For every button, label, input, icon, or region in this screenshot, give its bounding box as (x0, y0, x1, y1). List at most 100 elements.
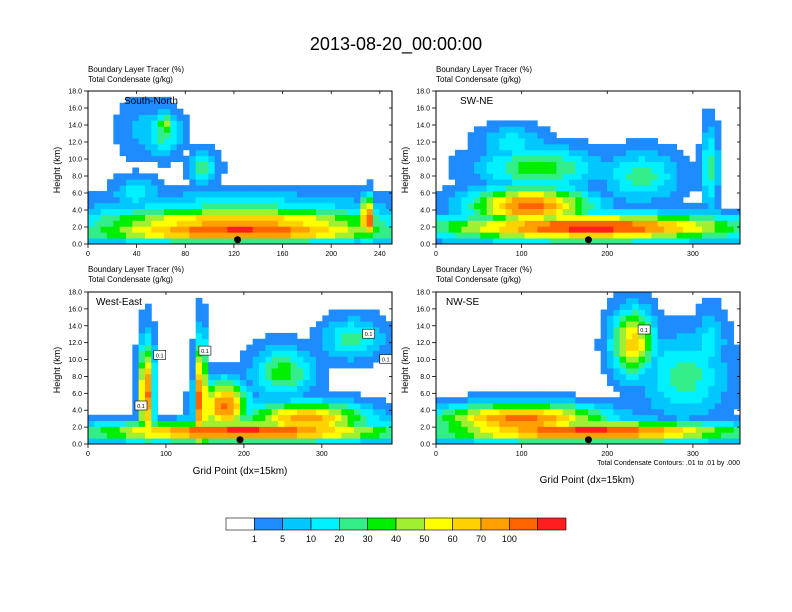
heatmap-cell (575, 438, 583, 445)
heatmap-cell (442, 408, 450, 416)
heatmap-cell (126, 108, 133, 115)
heatmap-cell (100, 432, 108, 439)
heatmap-cell (138, 432, 146, 439)
heatmap-cell (442, 185, 450, 192)
heatmap-cell (290, 368, 298, 375)
heatmap-cell (94, 214, 102, 221)
heatmap-cell (607, 220, 614, 227)
heatmap-cell (145, 220, 152, 227)
heatmap-cell (613, 379, 621, 386)
heatmap-cell (524, 126, 532, 133)
heatmap-cell (581, 438, 589, 445)
heatmap-cell (132, 191, 140, 198)
heatmap-cell (543, 403, 551, 410)
heatmap-cell (461, 232, 469, 239)
heatmap-cell (189, 391, 197, 398)
heatmap-cell (645, 226, 652, 233)
heatmap-cell (354, 391, 361, 398)
heatmap-cell (354, 232, 361, 239)
heatmap-cell (676, 149, 684, 157)
heatmap-cell (607, 185, 614, 192)
heatmap-cell (708, 379, 716, 386)
heatmap-cell (145, 96, 152, 104)
heatmap-cell (259, 397, 266, 404)
heatmap-cell (499, 143, 507, 151)
heatmap-cell (645, 173, 652, 180)
heatmap-cell (202, 426, 209, 433)
heatmap-cell (569, 149, 576, 157)
heatmap-cell (151, 173, 159, 180)
heatmap-cell (664, 379, 671, 386)
heatmap-cell (632, 432, 640, 439)
heatmap-cell (448, 426, 456, 433)
heatmap-cell (689, 208, 697, 215)
heatmap-cell (632, 379, 640, 386)
heatmap-cell (284, 397, 292, 404)
heatmap-cell (461, 403, 469, 410)
heatmap-cell (246, 432, 254, 439)
heatmap-cell (132, 220, 140, 227)
heatmap-cell (278, 350, 285, 357)
heatmap-cell (613, 179, 621, 186)
heatmap-cell (208, 191, 216, 198)
heatmap-cell (271, 232, 279, 239)
heatmap-cell (657, 321, 665, 328)
heatmap-cell (569, 173, 576, 180)
heatmap-cell (328, 362, 336, 369)
heatmap-cell (195, 368, 203, 375)
heatmap-cell (708, 238, 716, 245)
heatmap-cell (499, 420, 507, 427)
heatmap-cell (373, 232, 380, 239)
heatmap-cell (94, 426, 102, 433)
panel-1-ylabel: Height (km) (52, 147, 62, 194)
heatmap-cell (341, 232, 349, 239)
heatmap-cell (645, 420, 652, 427)
heatmap-cell (170, 138, 178, 145)
heatmap-cell (385, 202, 393, 210)
heatmap-cell (183, 408, 190, 416)
heatmap-cell (189, 403, 197, 410)
heatmap-cell (246, 362, 254, 369)
heatmap-cell (702, 173, 709, 180)
heatmap-cell (600, 397, 608, 404)
heatmap-cell (335, 321, 342, 328)
heatmap-cell (119, 214, 127, 221)
heatmap-cell (708, 373, 716, 381)
heatmap-cell (600, 179, 608, 186)
heatmap-cell (328, 232, 336, 239)
heatmap-cell (145, 196, 152, 204)
heatmap-cell (360, 315, 368, 322)
heatmap-cell (670, 238, 678, 245)
heatmap-cell (575, 191, 583, 198)
heatmap-cell (297, 232, 304, 239)
heatmap-cell (657, 432, 665, 439)
heatmap-cell (657, 327, 665, 334)
heatmap-cell (518, 408, 526, 416)
heatmap-cell (265, 208, 273, 215)
heatmap-cell (297, 226, 304, 233)
heatmap-cell (138, 438, 146, 445)
heatmap-cell (309, 214, 317, 221)
heatmap-cell (493, 208, 500, 215)
heatmap-cell (113, 208, 121, 215)
heatmap-cell (341, 214, 349, 221)
heatmap-cell (619, 232, 627, 239)
heatmap-cell (455, 426, 462, 433)
heatmap-cell (151, 108, 159, 115)
heatmap-cell (657, 426, 665, 433)
heatmap-cell (366, 426, 374, 433)
heatmap-cell (714, 238, 722, 245)
heatmap-cell (322, 327, 330, 334)
panel-nw-se: Boundary Layer Tracer (%) Total Condensa… (400, 265, 741, 486)
heatmap-cell (322, 185, 330, 192)
heatmap-cell (126, 226, 133, 233)
heatmap-cell (626, 226, 633, 233)
heatmap-cell (309, 350, 317, 357)
heatmap-cell (132, 368, 140, 375)
heatmap-cell (322, 214, 330, 221)
heatmap-cell (183, 391, 190, 398)
heatmap-cell (436, 202, 443, 210)
heatmap-cell (543, 132, 551, 139)
heatmap-cell (303, 438, 311, 445)
heatmap-cell (626, 403, 633, 410)
